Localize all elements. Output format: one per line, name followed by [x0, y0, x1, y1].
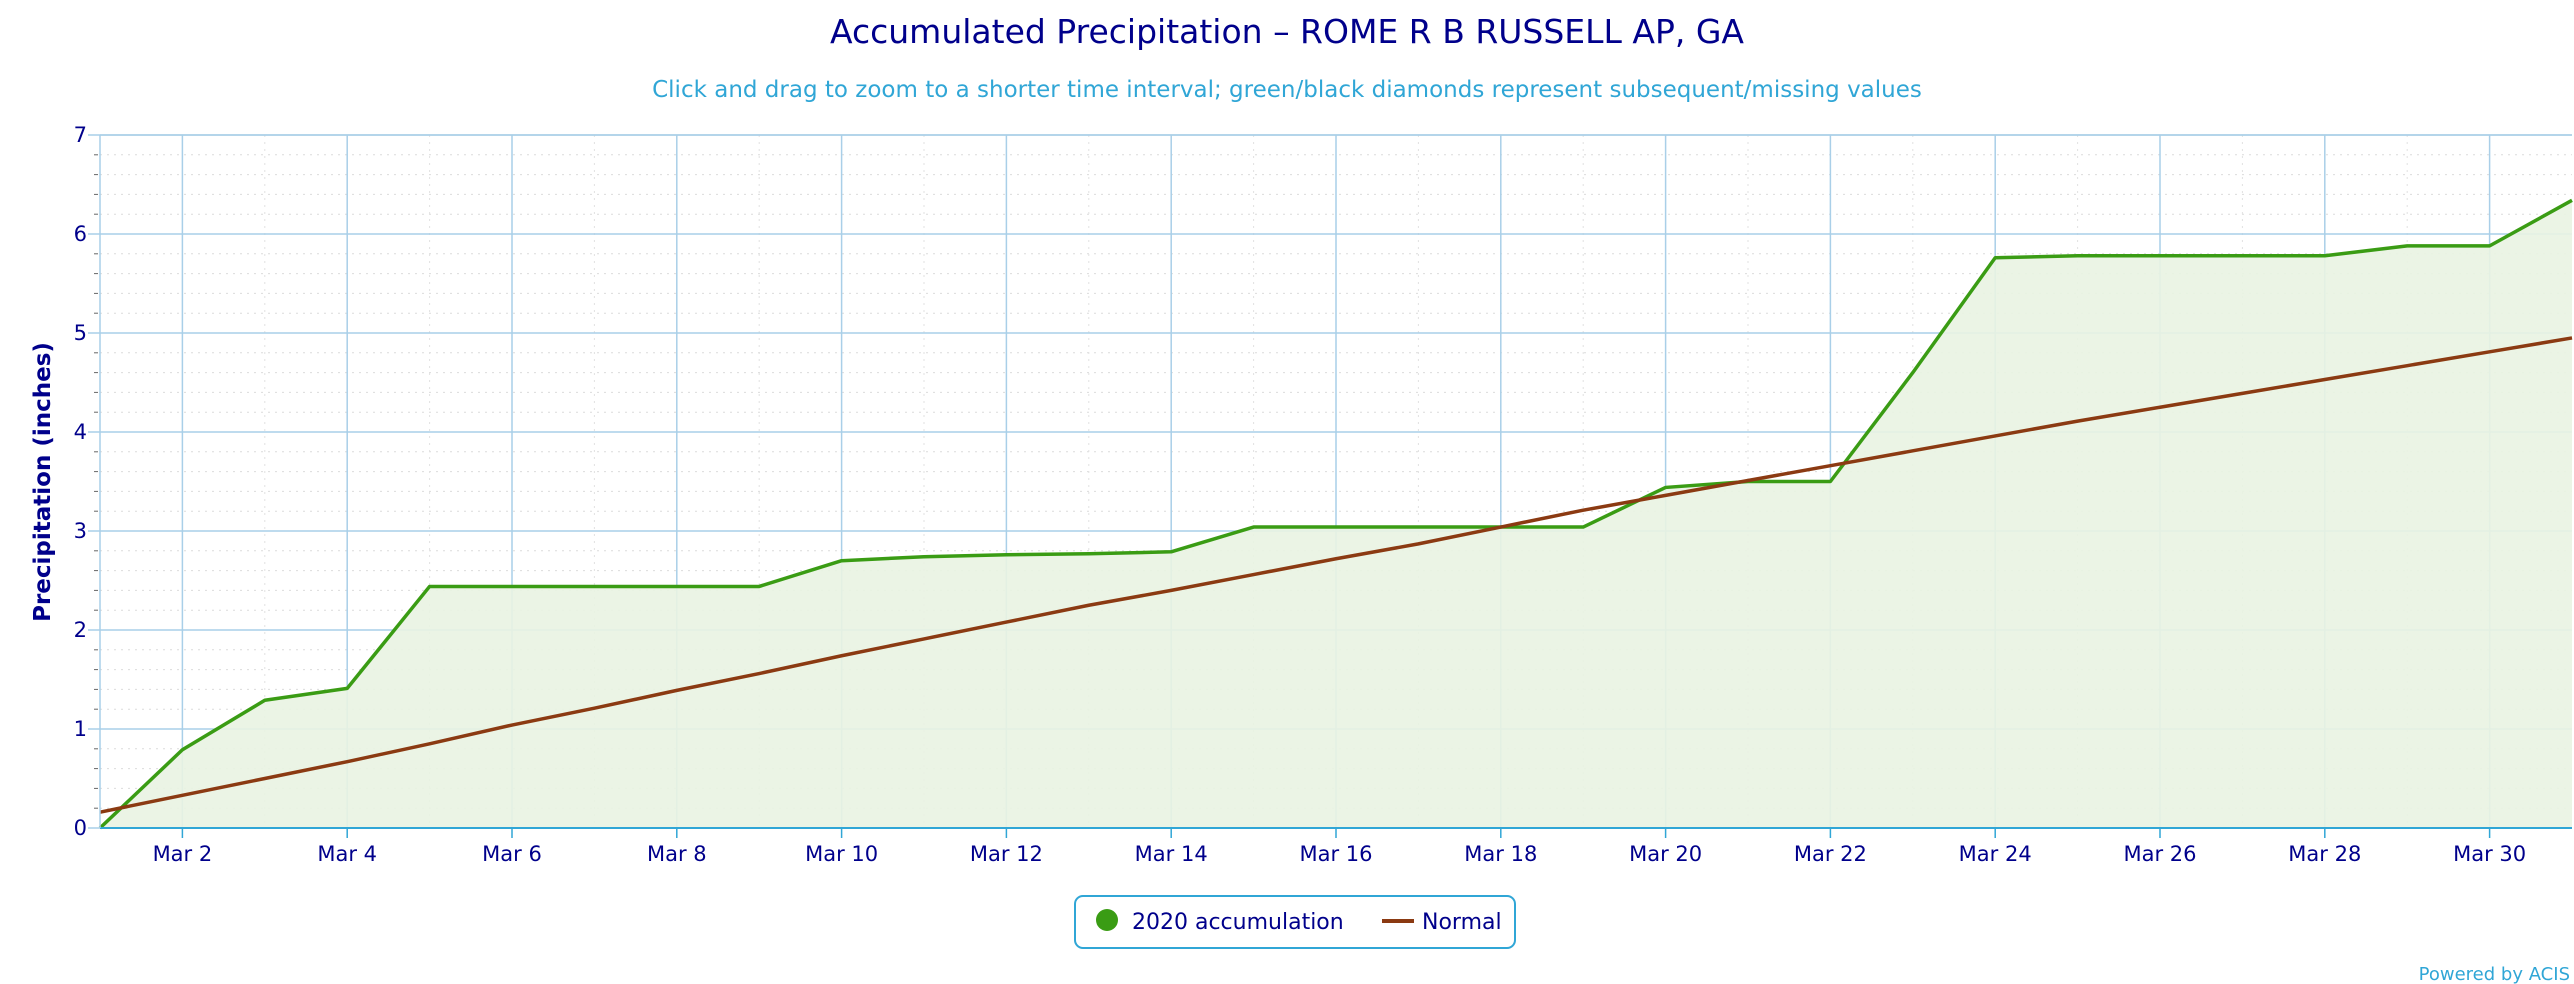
y-tick-label: 7	[74, 123, 87, 147]
x-tick-label: Mar 26	[2123, 842, 2196, 866]
x-tick-label: Mar 20	[1629, 842, 1702, 866]
x-tick-label: Mar 28	[2288, 842, 2361, 866]
legend-item-normal[interactable]: Normal	[1382, 910, 1502, 935]
accumulation-area-fill	[100, 200, 2572, 829]
x-tick-label: Mar 6	[482, 842, 542, 866]
x-tick-label: Mar 30	[2453, 842, 2526, 866]
y-tick-label: 2	[74, 618, 87, 642]
y-tick-label: 0	[74, 816, 87, 840]
normal-series-line[interactable]	[99, 336, 2573, 814]
x-tick-label: Mar 4	[317, 842, 377, 866]
x-tick-label: Mar 8	[647, 842, 707, 866]
chart-title: Accumulated Precipitation – ROME R B RUS…	[830, 12, 1744, 51]
legend[interactable]: 2020 accumulation Normal	[1074, 895, 1516, 949]
x-tick-label: Mar 22	[1794, 842, 1867, 866]
y-tick-label: 5	[74, 321, 87, 345]
x-tick-label: Mar 16	[1299, 842, 1372, 866]
y-tick-label: 4	[74, 420, 87, 444]
x-tick-label: Mar 18	[1464, 842, 1537, 866]
y-tick-label: 3	[74, 519, 87, 543]
y-tick-label: 1	[74, 717, 87, 741]
x-tick-label: Mar 10	[805, 842, 878, 866]
series-layer[interactable]	[98, 198, 2573, 830]
legend-accumulation-marker	[1096, 909, 1118, 931]
legend-item-accumulation[interactable]: 2020 accumulation	[1096, 909, 1344, 935]
x-tick-label: Mar 12	[970, 842, 1043, 866]
y-axis-title: Precipitation (inches)	[30, 342, 56, 622]
legend-accumulation-label: 2020 accumulation	[1132, 910, 1344, 935]
x-tick-label: Mar 2	[153, 842, 213, 866]
legend-box	[1074, 895, 1516, 949]
credit-link[interactable]: Powered by ACIS	[2419, 964, 2570, 984]
chart-subtitle: Click and drag to zoom to a shorter time…	[652, 77, 1922, 103]
accumulation-series-line[interactable]	[98, 198, 2573, 830]
y-tick-label: 6	[74, 222, 87, 246]
x-tick-label: Mar 14	[1135, 842, 1208, 866]
axes: 0 1 2 3 4 5 6 7 Mar 2 Mar 4 Mar 6 Mar 8 Mar 10 Mar 12…	[74, 123, 2572, 866]
legend-normal-label: Normal	[1422, 910, 1502, 935]
x-tick-label: Mar 24	[1959, 842, 2032, 866]
